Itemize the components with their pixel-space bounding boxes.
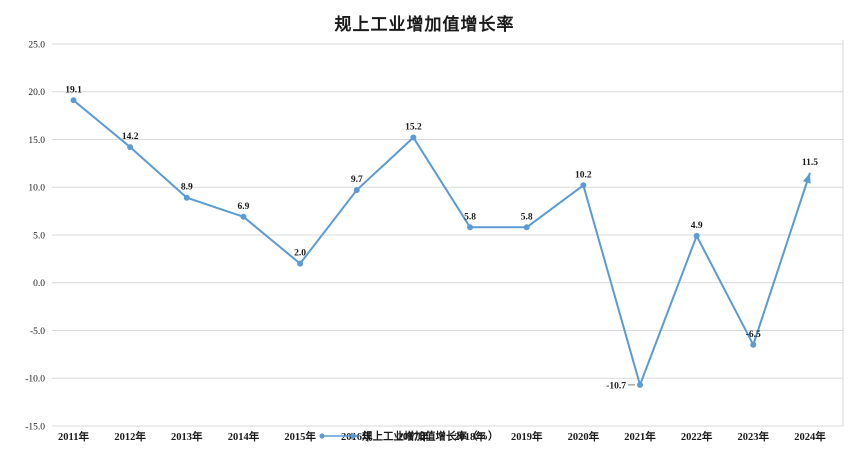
data-label: 9.7 (351, 175, 363, 185)
data-label: 15.2 (405, 123, 422, 133)
data-label: 19.1 (65, 85, 82, 95)
data-point-marker (693, 232, 700, 239)
data-point-marker (127, 144, 134, 151)
legend-dot-marker (319, 433, 325, 439)
data-label: -6.5 (746, 330, 761, 340)
data-point-marker (353, 187, 360, 194)
data-point-marker (240, 213, 247, 220)
x-axis-tick-label: 2020年 (568, 430, 600, 443)
series-line (72, 99, 811, 386)
data-point-marker (637, 381, 643, 388)
data-label: 11.5 (802, 158, 818, 168)
y-axis-tick-label: 25.0 (28, 40, 45, 50)
x-axis-tick-label: 2023年 (738, 430, 770, 443)
data-label: 8.9 (181, 183, 193, 193)
data-point-marker (183, 194, 190, 201)
x-axis-tick-label: 2012年 (114, 430, 146, 443)
data-point-marker (750, 341, 757, 348)
data-label: 5.8 (521, 212, 533, 222)
data-label: 14.2 (122, 132, 139, 142)
x-axis-tick-label: 2017年 (398, 430, 430, 443)
x-axis-tick-label: 2021年 (624, 430, 656, 443)
x-axis-tick-label: 2022年 (681, 430, 713, 443)
data-label: 2.0 (294, 249, 306, 259)
x-axis-tick-label: 2024年 (794, 430, 826, 443)
y-axis-tick-label: -15.0 (25, 422, 45, 432)
y-axis-tick-label: 10.0 (28, 184, 45, 194)
x-axis-tick-label: 2011年 (58, 430, 89, 443)
y-axis-tick-label: 0.0 (33, 279, 45, 289)
y-axis-tick-label: -5.0 (30, 327, 45, 337)
legend-arrow-marker (351, 432, 359, 440)
x-axis-tick-label: 2018年 (454, 430, 486, 443)
data-point-marker (523, 224, 530, 231)
x-axis-tick-label: 2013年 (171, 430, 203, 443)
x-axis-tick-label: 2019年 (511, 430, 543, 443)
data-label: 4.9 (691, 221, 703, 231)
data-point-marker (297, 260, 304, 267)
x-axis-tick-label: 2014年 (228, 430, 260, 443)
y-axis-tick-label: 5.0 (33, 231, 45, 241)
y-axis-tick-label: 20.0 (28, 88, 45, 98)
y-axis-tick-label: 15.0 (28, 136, 45, 146)
data-label: -10.7 (606, 381, 626, 391)
x-axis-tick-label: 2015年 (284, 430, 316, 443)
data-label: 5.8 (464, 212, 476, 222)
data-point-marker (580, 182, 587, 189)
data-label: 6.9 (238, 202, 250, 212)
y-axis-tick-label: -10.0 (25, 375, 45, 385)
data-point-marker (410, 134, 417, 141)
legend-label: 规上工业增加值增长率（%） (362, 430, 499, 443)
data-point-marker (467, 224, 474, 231)
series-end-arrowhead (803, 172, 811, 184)
chart-title: 规上工业增加值增长率 (334, 15, 515, 34)
data-label: 10.2 (575, 170, 592, 180)
data-point-marker (70, 97, 77, 104)
